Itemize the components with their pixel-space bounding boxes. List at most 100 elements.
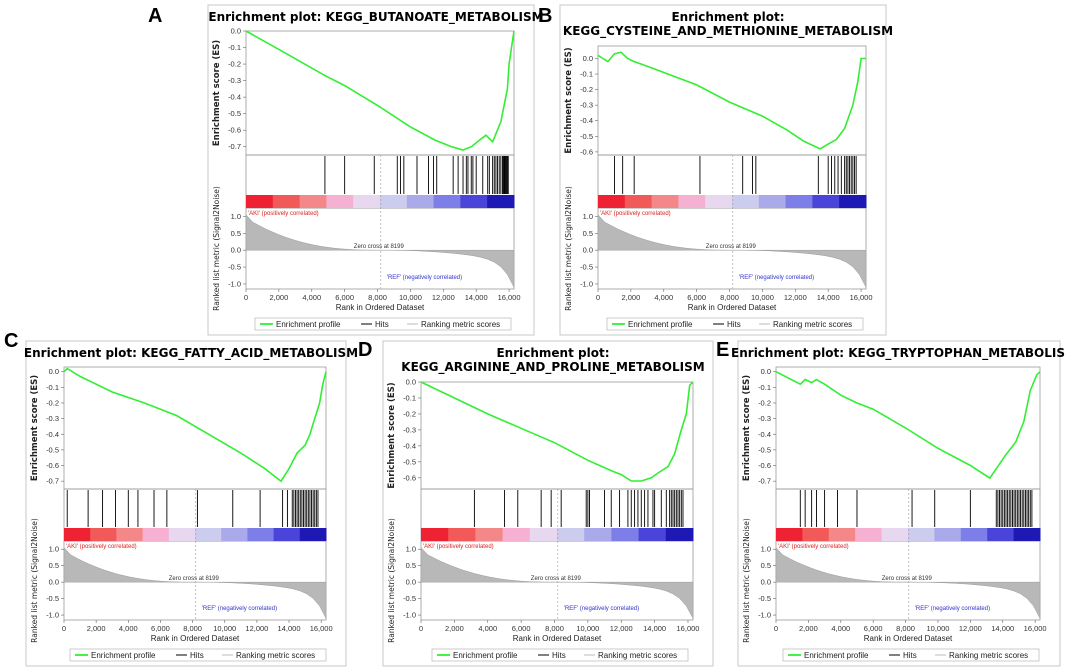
- zero-cross-label: Zero cross at 8199: [882, 576, 933, 582]
- heat-block: [802, 528, 830, 541]
- es-tick-label: -0.3: [758, 414, 771, 423]
- metric-tick-label: -0.5: [403, 594, 416, 603]
- legend-es-label: Enrichment profile: [91, 651, 156, 660]
- es-tick-label: 0.0: [49, 367, 59, 376]
- es-tick-label: -0.1: [228, 43, 241, 52]
- legend-box: [431, 648, 689, 662]
- es-tick-label: -0.5: [580, 132, 593, 141]
- x-tick-label: 16,000: [677, 624, 700, 633]
- es-tick-label: -0.5: [228, 109, 241, 118]
- legend-box: [254, 317, 512, 331]
- metric-axis-label: Ranked list metric (Signal2Noise): [564, 186, 573, 311]
- es-axis-label: Enrichment score (ES): [564, 47, 574, 153]
- es-tick-label: -0.4: [403, 441, 416, 450]
- metric-tick-label: -0.5: [758, 594, 771, 603]
- x-tick-label: 2,000: [621, 293, 640, 302]
- heat-block: [1013, 528, 1041, 541]
- x-tick-label: 4,000: [478, 624, 497, 633]
- panel-letter: E: [716, 339, 729, 361]
- heat-block: [475, 528, 504, 541]
- legend-es-label: Enrichment profile: [453, 651, 518, 660]
- es-tick-label: -0.7: [228, 142, 241, 151]
- x-tick-label: 0: [244, 293, 248, 302]
- pos-correlated-label: 'AKI' (positively correlated): [778, 544, 849, 550]
- legend-es-label: Enrichment profile: [276, 320, 341, 329]
- heat-block: [758, 195, 787, 208]
- x-tick-label: 16,000: [310, 624, 333, 633]
- ranking-metric-area: [420, 546, 694, 619]
- x-tick-label: 8,000: [183, 624, 202, 633]
- panel-frame: [382, 340, 714, 667]
- es-tick-label: -0.6: [580, 147, 593, 156]
- legend-es-label: Enrichment profile: [804, 651, 869, 660]
- zero-cross-label: Zero cross at 8199: [169, 576, 220, 582]
- metric-tick-label: 0.5: [583, 229, 593, 238]
- neg-correlated-label: 'REF' (negatively correlated): [202, 606, 277, 612]
- x-axis-label: Rank in Ordered Dataset: [336, 303, 425, 312]
- panel-c: C Enrichment plot: KEGG_FATTY_ACID_METABO…: [4, 330, 358, 667]
- x-tick-label: 4,000: [119, 624, 138, 633]
- x-axis-label: Rank in Ordered Dataset: [151, 634, 240, 643]
- heat-block: [247, 528, 275, 541]
- x-tick-label: 10,000: [751, 293, 774, 302]
- heat-block: [246, 195, 274, 208]
- heat-block: [64, 528, 91, 541]
- neg-correlated-label: 'REF' (negatively correlated): [564, 606, 639, 612]
- x-tick-label: 6,000: [864, 624, 883, 633]
- x-tick-label: 10,000: [576, 624, 599, 633]
- es-tick-label: 0.0: [583, 54, 593, 63]
- pos-correlated-label: 'AKI' (positively correlated): [66, 544, 137, 550]
- panel-frame: [559, 4, 887, 336]
- es-tick-label: -0.2: [580, 85, 593, 94]
- es-tick-label: -0.1: [758, 383, 771, 392]
- es-tick-label: -0.3: [228, 76, 241, 85]
- es-tick-label: 0.0: [406, 378, 416, 387]
- panel-letter: D: [358, 339, 372, 361]
- heat-block: [168, 528, 196, 541]
- metric-tick-label: -1.0: [228, 279, 241, 288]
- legend-metric-label: Ranking metric scores: [949, 651, 1028, 660]
- es-tick-label: -0.7: [758, 477, 771, 486]
- heat-block: [584, 528, 612, 541]
- x-tick-label: 12,000: [432, 293, 455, 302]
- x-axis-label: Rank in Ordered Dataset: [513, 634, 602, 643]
- neg-correlated-label: 'REF' (negatively correlated): [739, 275, 814, 281]
- neg-correlated-label: 'REF' (negatively correlated): [387, 275, 462, 281]
- metric-axis-label: Ranked list metric (Signal2Noise): [742, 518, 751, 643]
- legend-hits-label: Hits: [727, 320, 741, 329]
- plot-title-line: Enrichment plot: KEGG_FATTY_ACID_METABOL…: [24, 346, 358, 361]
- heat-block: [828, 528, 856, 541]
- heat-block: [934, 528, 962, 541]
- metric-tick-label: 1.0: [231, 212, 241, 221]
- metric-tick-label: -0.5: [580, 263, 593, 272]
- x-tick-label: 10,000: [399, 293, 422, 302]
- es-axis-label: Enrichment score (ES): [30, 375, 40, 481]
- es-tick-label: -0.7: [46, 477, 59, 486]
- es-tick-label: -0.4: [580, 116, 593, 125]
- x-axis-label: Rank in Ordered Dataset: [688, 303, 777, 312]
- heat-block: [557, 528, 585, 541]
- ranking-metric-area: [63, 546, 327, 619]
- metric-tick-label: 1.0: [49, 545, 59, 554]
- panel-letter: C: [4, 330, 18, 352]
- x-tick-label: 0: [596, 293, 600, 302]
- x-tick-label: 4,000: [654, 293, 673, 302]
- x-tick-label: 12,000: [784, 293, 807, 302]
- heat-block: [881, 528, 909, 541]
- metric-tick-label: 0.5: [49, 561, 59, 570]
- metric-axis-label: Ranked list metric (Signal2Noise): [212, 186, 221, 311]
- x-tick-label: 6,000: [512, 624, 531, 633]
- x-axis-label: Rank in Ordered Dataset: [864, 634, 953, 643]
- es-tick-label: -0.2: [228, 60, 241, 69]
- heat-block: [90, 528, 117, 541]
- es-tick-label: -0.6: [403, 473, 416, 482]
- metric-tick-label: 1.0: [406, 545, 416, 554]
- plot-title-line: Enrichment plot:: [671, 10, 784, 24]
- es-tick-label: -0.3: [46, 414, 59, 423]
- x-tick-label: 8,000: [368, 293, 387, 302]
- es-tick-label: -0.5: [46, 445, 59, 454]
- panel-b: B Enrichment plot:KEGG_CYSTEINE_AND_METHI…: [538, 4, 893, 336]
- heat-block: [116, 528, 144, 541]
- es-tick-label: -0.6: [46, 461, 59, 470]
